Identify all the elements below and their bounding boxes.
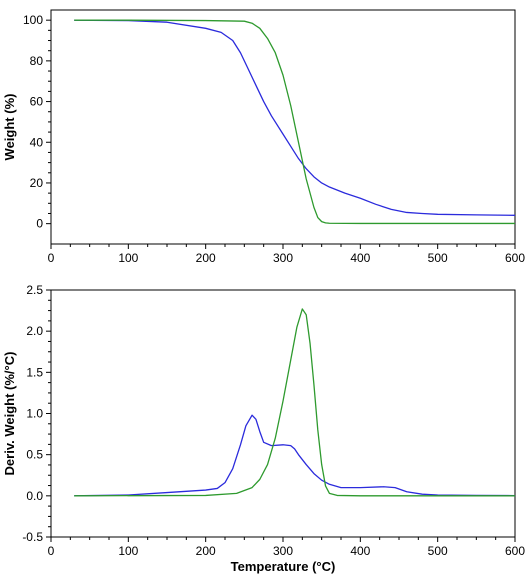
weight-panel: 0 100 200 300 400 500 600 0 20 40 60 80 100 Weight (%…: [2, 9, 525, 265]
x-tick-label: 100: [118, 251, 138, 265]
y-tick-label: 2.0: [26, 324, 43, 338]
x-tick-label: 200: [196, 544, 216, 558]
y-tick-label: 1.5: [26, 365, 43, 379]
series-line-blue: [74, 414, 515, 497]
x-tick-label: 0: [48, 251, 55, 265]
y-tick-label: 40: [30, 135, 44, 149]
y-tick-label: 0.0: [26, 489, 43, 503]
plot-frame: [50, 289, 516, 538]
y-tick-label: -0.5: [22, 530, 43, 544]
x-tick-label: 400: [350, 251, 370, 265]
y-tick-label: 2.5: [26, 283, 43, 297]
x-tick-label: 200: [196, 251, 216, 265]
x-axis-title: Temperature (°C): [231, 559, 336, 574]
y-tick-label: 0.5: [26, 448, 43, 462]
y-tick-label: 100: [23, 13, 43, 27]
y-tick-label: 1.0: [26, 407, 43, 421]
series-line-green: [74, 19, 515, 225]
x-tick-label: 100: [118, 544, 138, 558]
x-tick-label: 300: [273, 544, 293, 558]
y-axis-title: Deriv. Weight (%/°C): [2, 352, 17, 476]
derivative-weight-panel: 0 100 200 300 400 500 600 -0.5 0.0 0.5 1.0 1.5 2.0 2.…: [2, 283, 525, 574]
x-tick-label: 300: [273, 251, 293, 265]
x-tick-label: 500: [428, 544, 448, 558]
y-axis-title: Weight (%): [2, 94, 17, 161]
series-line-blue: [74, 19, 515, 216]
y-tick-label: 80: [30, 54, 44, 68]
x-tick-label: 400: [350, 544, 370, 558]
x-tick-label: 600: [505, 544, 525, 558]
x-tick-label: 600: [505, 251, 525, 265]
x-tick-label: 500: [428, 251, 448, 265]
plot-frame: [50, 9, 516, 245]
x-tick-label: 0: [48, 544, 55, 558]
series-line-green: [74, 308, 515, 497]
y-tick-label: 20: [30, 176, 44, 190]
y-tick-label: 60: [30, 95, 44, 109]
y-tick-label: 0: [36, 217, 43, 231]
